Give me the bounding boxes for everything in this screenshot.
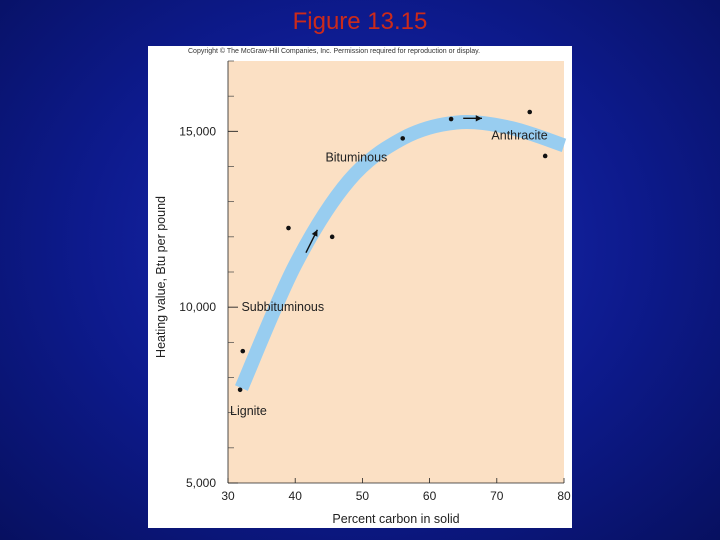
y-tick-label: 5,000 [186,476,216,490]
slide-title: Figure 13.15 [292,8,428,35]
x-tick-label: 70 [490,489,504,503]
axes-layer: 5,000 10,000 15,000 30 40 50 60 70 80 [179,60,571,503]
arrow-icon [463,115,483,122]
heating-value-chart: 5,000 10,000 15,000 30 40 50 60 70 80 Lignite Sub… [154,60,571,526]
x-tick-label: 50 [356,489,370,503]
copyright-notice: Copyright © The McGraw-Hill Companies, I… [188,48,481,55]
x-tick-label: 80 [557,489,571,503]
trend-band-layer [235,115,567,391]
data-point [286,225,291,231]
trend-band [235,115,567,391]
data-points-layer [237,109,548,393]
data-point [400,136,406,141]
x-tick-label: 60 [423,489,437,503]
data-point [329,234,335,240]
x-tick-label: 30 [221,489,235,503]
coal-type-label: Lignite [230,404,267,418]
figure-panel: Copyright © The McGraw-Hill Companies, I… [148,46,572,528]
direction-arrows-layer [305,115,483,253]
data-point [448,116,454,122]
data-point [542,153,548,159]
data-point [527,109,533,115]
y-axis-label: Heating value, Btu per pound [154,196,168,358]
arrow-icon [305,229,319,253]
annotations-layer: Lignite Subbituminous Bituminous Anthracite [230,129,548,418]
y-tick-label: 10,000 [179,300,216,314]
coal-type-label: Bituminous [325,151,387,165]
data-point [240,348,246,354]
y-tick-label: 15,000 [179,124,216,138]
x-axis-label: Percent carbon in solid [332,512,459,526]
data-point [237,387,243,393]
coal-type-label: Anthracite [491,129,547,143]
x-tick-label: 40 [289,489,303,503]
coal-type-label: Subbituminous [241,300,324,314]
